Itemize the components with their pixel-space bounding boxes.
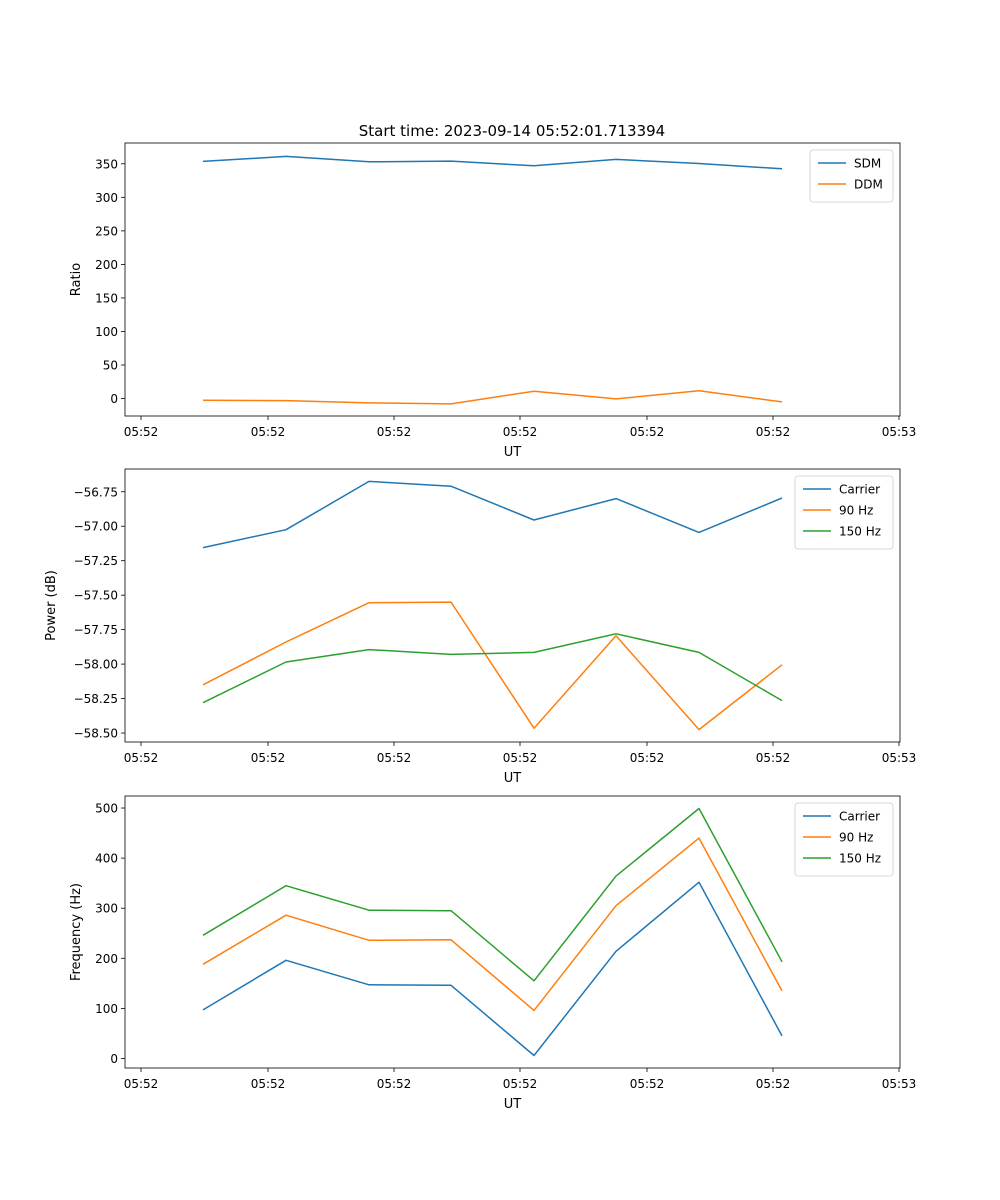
- x-tick-label: 05:52: [124, 425, 159, 439]
- legend: Carrier 90 Hz 150 Hz: [794, 802, 894, 877]
- y-tick-label: 100: [95, 325, 118, 339]
- series-line-ddm: [202, 390, 783, 405]
- legend-label: DDM: [854, 178, 883, 192]
- y-tick-label: 300: [95, 191, 118, 205]
- y-tick-label: 200: [95, 258, 118, 272]
- x-tick-label: 05:52: [503, 751, 538, 765]
- series-line-150-hz: [202, 807, 783, 982]
- y-tick-label: 400: [95, 852, 118, 866]
- x-axis-label: UT: [504, 1097, 522, 1112]
- y-tick-label: −57.00: [74, 520, 118, 534]
- y-tick-label: 150: [95, 291, 118, 305]
- legend: Carrier 90 Hz 150 Hz: [794, 475, 894, 550]
- legend-label: 90 Hz: [839, 504, 873, 518]
- subplot-frequency: 05:52 05:52 05:52 05:52 05:52 05:52 05:53 0 100 2…: [69, 795, 917, 1112]
- series-line-150-hz: [202, 633, 783, 704]
- x-tick-label: 05:52: [503, 1077, 538, 1091]
- y-tick-label: −58.25: [74, 692, 118, 706]
- subplot-power: 05:52 05:52 05:52 05:52 05:52 05:52 05:53 −56.7…: [44, 468, 917, 786]
- x-tick-label: 05:52: [630, 1077, 665, 1091]
- y-tick-label: −57.50: [74, 589, 118, 603]
- x-tick-label: 05:52: [756, 751, 791, 765]
- x-tick-label: 05:52: [377, 425, 412, 439]
- legend-label: 90 Hz: [839, 831, 873, 845]
- x-tick-label: 05:52: [251, 425, 286, 439]
- axes-frame: [124, 795, 901, 1069]
- legend: SDM DDM: [809, 149, 894, 203]
- y-tick-label: 200: [95, 952, 118, 966]
- y-tick-label: 100: [95, 1002, 118, 1016]
- y-tick-label: 0: [110, 392, 118, 406]
- x-axis-label: UT: [504, 771, 522, 786]
- y-axis-label: Ratio: [69, 263, 84, 296]
- x-tick-label: 05:53: [882, 1077, 917, 1091]
- x-tick-label: 05:52: [124, 1077, 159, 1091]
- x-tick-label: 05:52: [630, 425, 665, 439]
- x-tick-label: 05:52: [756, 1077, 791, 1091]
- x-tick-label: 05:52: [630, 751, 665, 765]
- x-tick-label: 05:53: [882, 751, 917, 765]
- y-axis-label: Power (dB): [44, 570, 59, 641]
- x-tick-label: 05:52: [756, 425, 791, 439]
- y-tick-label: 300: [95, 902, 118, 916]
- x-tick-label: 05:52: [251, 1077, 286, 1091]
- series-line-carrier: [202, 881, 783, 1057]
- x-tick-label: 05:52: [503, 425, 538, 439]
- x-tick-label: 05:52: [377, 751, 412, 765]
- series-line-carrier: [202, 480, 783, 549]
- series-line-sdm: [202, 155, 783, 170]
- x-tick-label: 05:52: [251, 751, 286, 765]
- x-axis-label: UT: [504, 445, 522, 460]
- y-tick-label: 250: [95, 224, 118, 238]
- legend-label: 150 Hz: [839, 852, 881, 866]
- legend-label: Carrier: [839, 810, 880, 824]
- y-tick-label: −58.50: [74, 727, 118, 741]
- x-tick-label: 05:52: [377, 1077, 412, 1091]
- axes-frame: [124, 468, 901, 743]
- series-line-90-hz: [202, 601, 783, 731]
- y-axis-label: Frequency (Hz): [69, 883, 84, 981]
- legend-label: 150 Hz: [839, 525, 881, 539]
- y-tick-label: 0: [110, 1052, 118, 1066]
- y-tick-label: −57.75: [74, 623, 118, 637]
- y-tick-label: −56.75: [74, 485, 118, 499]
- y-tick-label: −57.25: [74, 554, 118, 568]
- axes-frame: [124, 142, 901, 417]
- legend-label: Carrier: [839, 483, 880, 497]
- y-tick-label: −58.00: [74, 658, 118, 672]
- y-tick-label: 50: [103, 359, 118, 373]
- x-tick-label: 05:52: [124, 751, 159, 765]
- x-tick-label: 05:53: [882, 425, 917, 439]
- subplot-ratio: 05:52 05:52 05:52 05:52 05:52 05:52 05:53 0 50 10…: [69, 142, 917, 460]
- y-tick-label: 500: [95, 802, 118, 816]
- figure-title: Start time: 2023-09-14 05:52:01.713394: [359, 122, 665, 140]
- y-tick-label: 350: [95, 157, 118, 171]
- series-line-90-hz: [202, 837, 783, 1012]
- legend-label: SDM: [854, 157, 881, 171]
